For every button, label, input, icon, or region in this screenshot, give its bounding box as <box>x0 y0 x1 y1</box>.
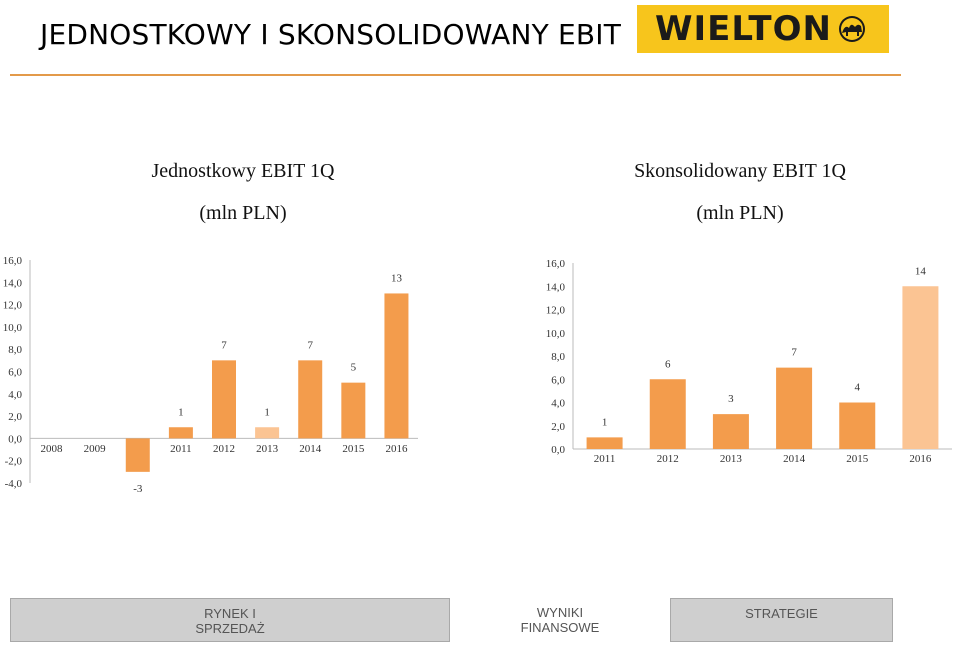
nav-tab-strategie[interactable]: STRATEGIE <box>670 598 893 642</box>
nav-tab-wyniki-line2: FINANSOWE <box>520 620 600 635</box>
chart1-data-label: 1 <box>264 406 270 418</box>
chart1-ytick-label: 0,0 <box>8 433 22 445</box>
logo-text: WIELTON <box>655 9 832 49</box>
chart1-subtitle: (mln PLN) <box>199 202 287 224</box>
nav-tab-strategie-line1: STRATEGIE <box>745 606 818 621</box>
chart1-title: Jednostkowy EBIT 1Q <box>151 160 335 182</box>
chart1-data-label: 13 <box>391 272 403 284</box>
chart2-ytick-label: 10,0 <box>546 328 566 340</box>
chart2-ytick-label: 12,0 <box>546 305 566 317</box>
chart2-xtick-label: 2012 <box>657 453 679 465</box>
nav-tab-rynek-line1: RYNEK I <box>204 606 256 621</box>
chart1-ytick-label: 10,0 <box>3 322 23 334</box>
chart1-ytick-label: 14,0 <box>3 277 23 289</box>
chart2-ytick-label: 4,0 <box>551 398 565 410</box>
chart2-xtick-label: 2015 <box>846 453 869 465</box>
chart1-xtick-label: 2009 <box>84 443 107 455</box>
nav-tab-wyniki[interactable]: WYNIKI FINANSOWE <box>450 598 670 642</box>
chart1-ytick-label: 8,0 <box>8 344 22 356</box>
chart1-ytick-label: 6,0 <box>8 367 22 379</box>
chart2-xtick-label: 2011 <box>594 453 616 465</box>
chart1-data-label: -3 <box>133 483 143 495</box>
chart1-bar <box>255 427 280 439</box>
chart1-xtick-label: 2012 <box>213 443 235 455</box>
chart2-xtick-label: 2016 <box>909 453 932 465</box>
chart1-data-label: 1 <box>178 406 184 418</box>
chart1-bar <box>341 382 366 439</box>
chart2-subtitle: (mln PLN) <box>696 202 784 224</box>
chart1-bar <box>298 360 323 439</box>
chart2-data-label: 6 <box>665 358 671 370</box>
nav-tab-wyniki-line1: WYNIKI <box>536 605 584 620</box>
nav-tab-rynek-line2: SPRZEDAŻ <box>195 621 265 636</box>
chart2-bar <box>839 402 876 449</box>
chart1-ytick-label: 4,0 <box>8 389 22 401</box>
chart1-xtick-label: 2008 <box>41 443 64 455</box>
header-rule <box>10 74 901 76</box>
camel-icon <box>839 16 865 42</box>
chart2-data-label: 4 <box>855 382 861 394</box>
chart2-ytick-label: 14,0 <box>546 281 566 293</box>
chart2-bar <box>712 414 749 449</box>
chart1-xtick-label: 2015 <box>342 443 365 455</box>
chart2-ytick-label: 0,0 <box>551 444 565 456</box>
nav-tab-rynek[interactable]: RYNEK I SPRZEDAŻ <box>10 598 450 642</box>
wielton-logo: WIELTON <box>637 5 889 53</box>
chart2-bar <box>776 367 813 449</box>
chart2-xtick-label: 2014 <box>783 453 806 465</box>
page-title: JEDNOSTKOWY I SKONSOLIDOWANY EBIT <box>40 18 622 51</box>
chart1-bar <box>125 438 150 472</box>
chart2-xtick-label: 2013 <box>720 453 743 465</box>
chart1-ytick-label: 2,0 <box>8 411 22 423</box>
chart1-ytick-label: 12,0 <box>3 300 23 312</box>
chart1-xtick-label: 2011 <box>170 443 192 455</box>
chart1-data-label: 5 <box>351 362 357 374</box>
chart1-ytick-label: -4,0 <box>5 478 23 490</box>
chart2-data-label: 14 <box>915 265 927 277</box>
chart2-ytick-label: 16,0 <box>546 258 566 270</box>
chart2-data-label: 7 <box>791 347 797 359</box>
chart1-bar <box>168 427 193 439</box>
chart1-xtick-label: 2016 <box>385 443 408 455</box>
chart2-data-label: 1 <box>602 416 608 428</box>
chart2-bar <box>586 437 623 449</box>
chart2-bar <box>649 379 686 449</box>
chart2-data-label: 3 <box>728 393 734 405</box>
chart1-bar <box>384 293 409 439</box>
chart1-xtick-label: 2013 <box>256 443 279 455</box>
chart2-ytick-label: 2,0 <box>551 421 565 433</box>
section-nav: RYNEK I SPRZEDAŻ WYNIKI FINANSOWE STRATE… <box>10 598 893 642</box>
chart1-data-label: 7 <box>307 339 313 351</box>
chart2-title: Skonsolidowany EBIT 1Q <box>634 160 846 182</box>
chart1-bar <box>212 360 236 439</box>
chart2-ytick-label: 6,0 <box>551 374 565 386</box>
chart1-data-label: 7 <box>221 339 227 351</box>
chart1-xtick-label: 2014 <box>299 443 322 455</box>
chart1-ytick-label: 16,0 <box>3 255 23 267</box>
chart2-bar <box>902 286 939 449</box>
chart2-ytick-label: 8,0 <box>551 351 565 363</box>
chart1-ytick-label: -2,0 <box>5 456 23 468</box>
